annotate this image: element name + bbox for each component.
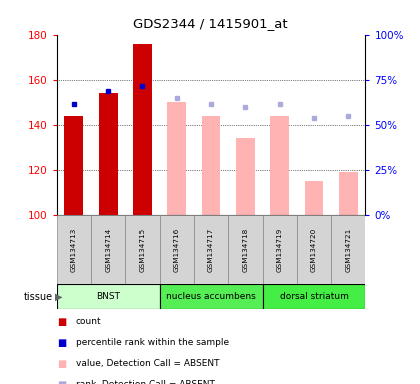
Text: GSM134713: GSM134713: [71, 227, 77, 272]
Text: GSM134719: GSM134719: [277, 227, 283, 272]
Bar: [99, 93, 118, 215]
Bar: [331, 215, 365, 284]
Bar: [236, 138, 255, 215]
Text: GSM134716: GSM134716: [174, 227, 180, 272]
Bar: [133, 44, 152, 215]
Text: ■: ■: [57, 359, 66, 369]
Bar: [262, 215, 297, 284]
Text: dorsal striatum: dorsal striatum: [280, 292, 348, 301]
Bar: [160, 215, 194, 284]
Bar: [202, 116, 220, 215]
Text: value, Detection Call = ABSENT: value, Detection Call = ABSENT: [76, 359, 219, 368]
Bar: [339, 172, 358, 215]
Bar: [167, 102, 186, 215]
Bar: [297, 215, 331, 284]
Text: GDS2344 / 1415901_at: GDS2344 / 1415901_at: [133, 17, 287, 30]
Text: count: count: [76, 317, 101, 326]
Text: GSM134714: GSM134714: [105, 227, 111, 272]
Bar: [125, 215, 160, 284]
Bar: [270, 116, 289, 215]
Bar: [194, 215, 228, 284]
Text: ▶: ▶: [55, 291, 62, 302]
Text: BNST: BNST: [96, 292, 120, 301]
Text: percentile rank within the sample: percentile rank within the sample: [76, 338, 229, 347]
Bar: [57, 284, 160, 309]
Bar: [91, 215, 125, 284]
Bar: [262, 284, 365, 309]
Text: GSM134717: GSM134717: [208, 227, 214, 272]
Text: GSM134721: GSM134721: [345, 227, 351, 272]
Text: ■: ■: [57, 338, 66, 348]
Text: GSM134715: GSM134715: [139, 227, 145, 272]
Text: GSM134720: GSM134720: [311, 227, 317, 272]
Text: nucleus accumbens: nucleus accumbens: [166, 292, 256, 301]
Bar: [64, 116, 83, 215]
Bar: [228, 215, 262, 284]
Bar: [160, 284, 262, 309]
Bar: [57, 215, 91, 284]
Text: GSM134718: GSM134718: [242, 227, 248, 272]
Text: ■: ■: [57, 317, 66, 327]
Bar: [304, 181, 323, 215]
Text: rank, Detection Call = ABSENT: rank, Detection Call = ABSENT: [76, 380, 215, 384]
Text: ■: ■: [57, 380, 66, 384]
Text: tissue: tissue: [24, 291, 52, 302]
